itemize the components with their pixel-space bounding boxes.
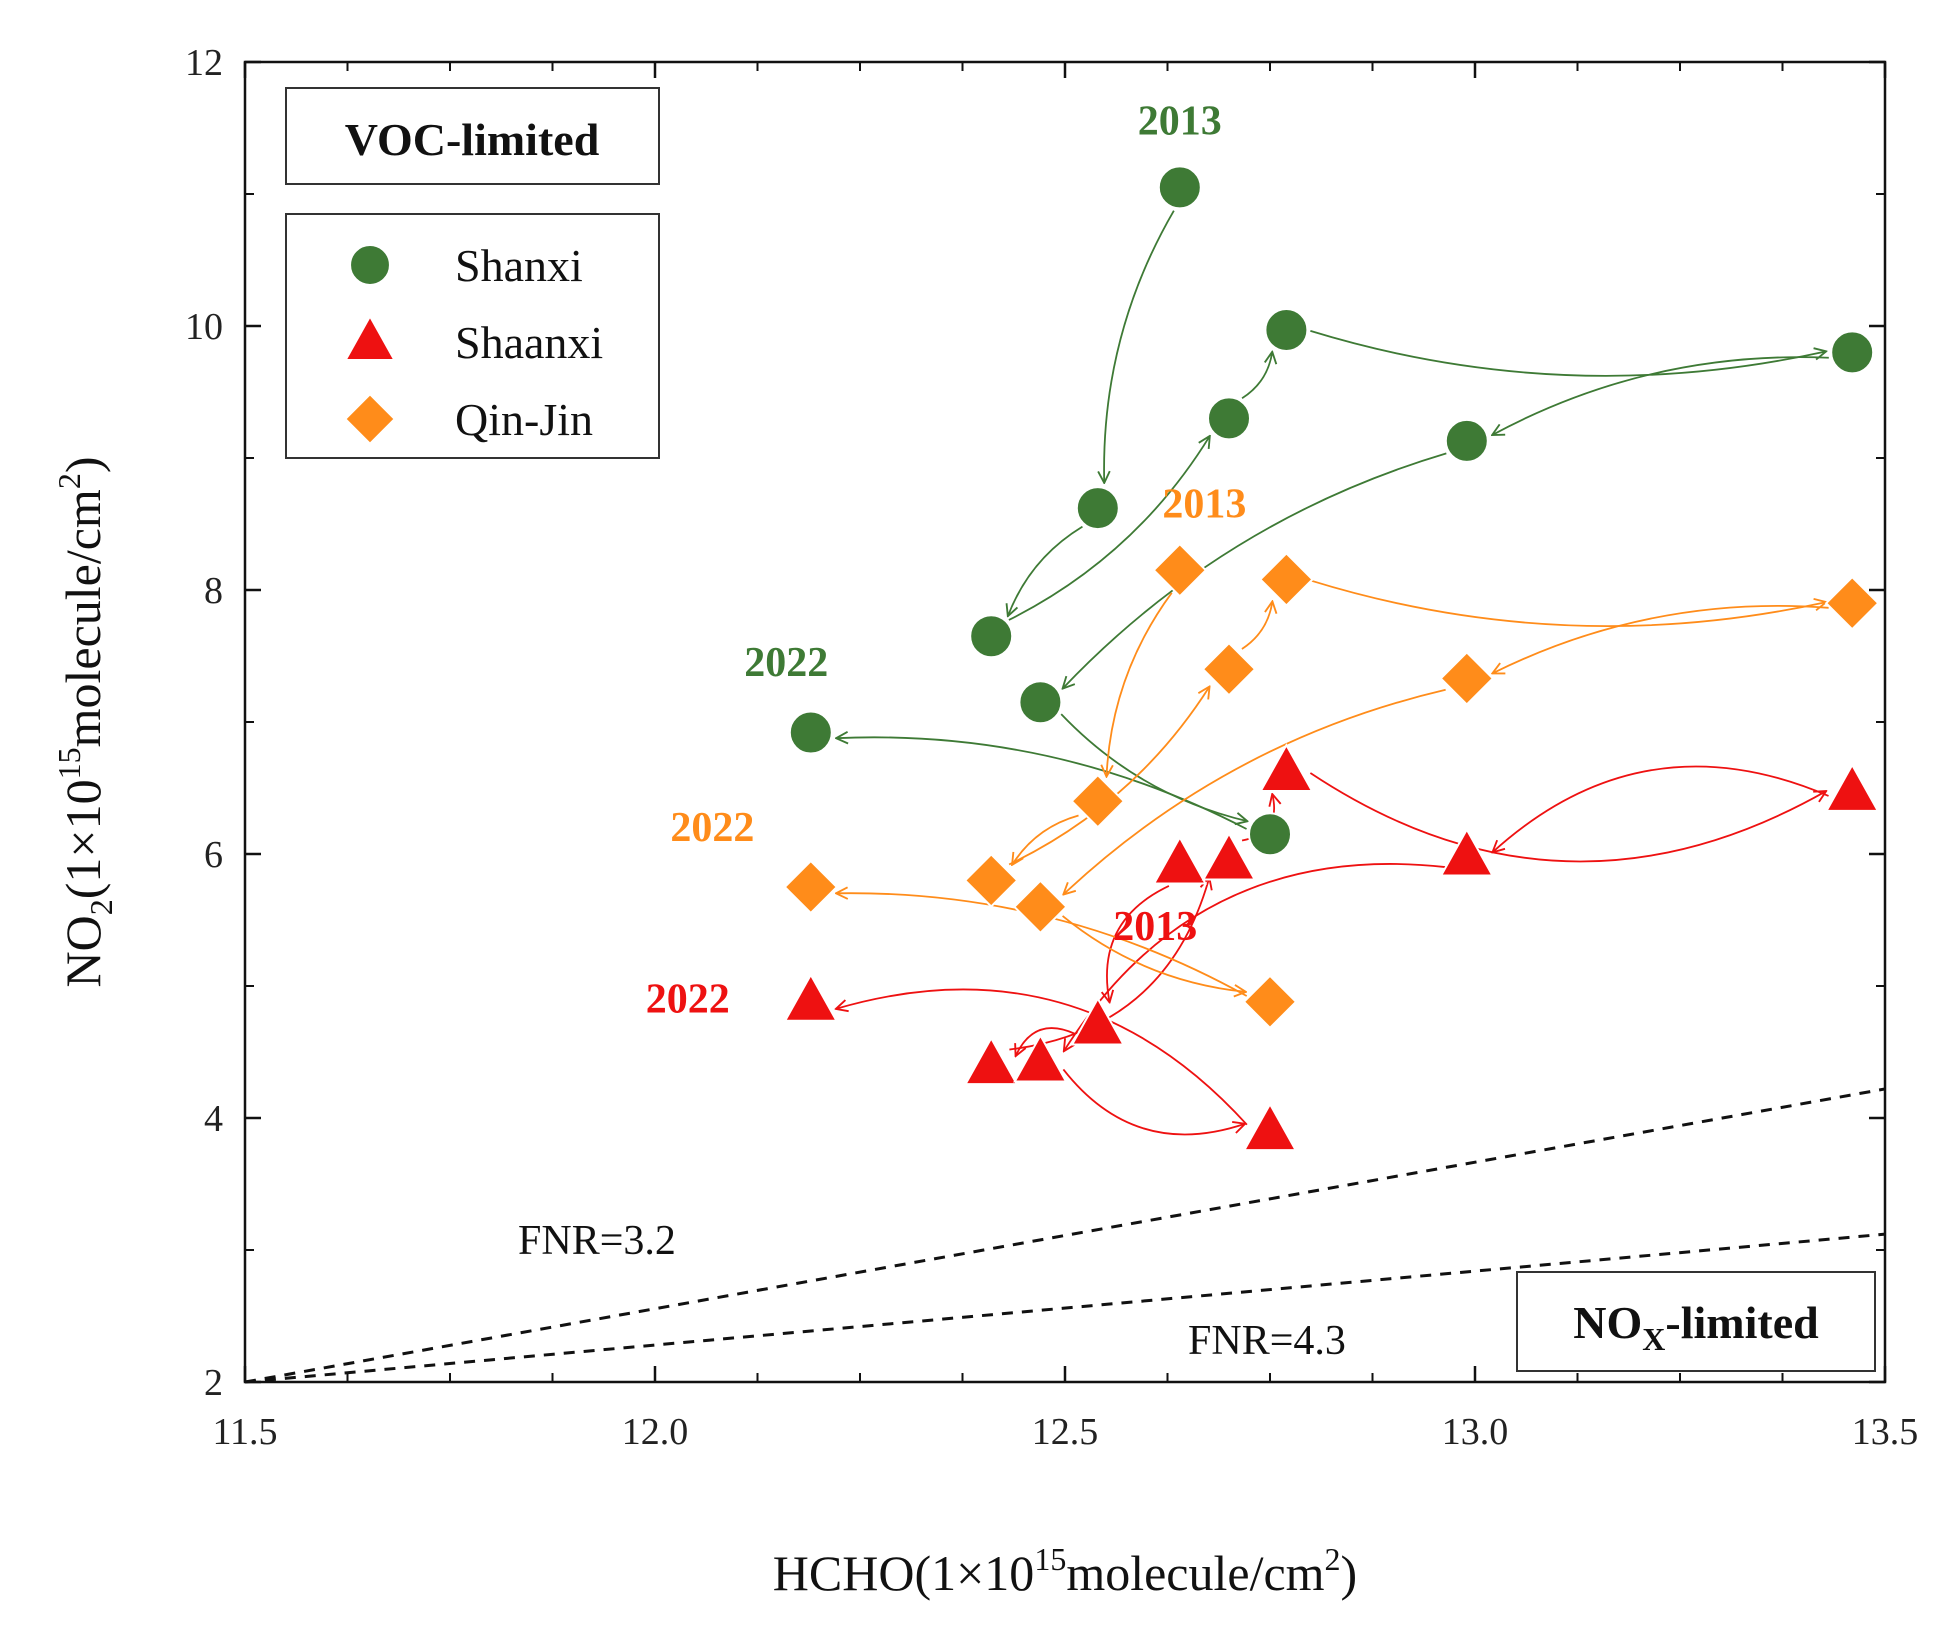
trajectory-arrow [1008,436,1210,621]
fnr-3.2-label: FNR=3.2 [518,1218,676,1264]
shanxi-point [1157,165,1202,210]
year-annotations: 2013 2022 2013 2022 2013 2022 [646,99,1247,1023]
trajectory-arrows [836,210,1829,1136]
qin-jin-point [1258,552,1314,607]
voc-limited-box: VOC-limited [285,87,660,185]
qin-jin-point [1439,651,1495,706]
trajectory-arrow [1012,814,1079,865]
shaanxi-point [1242,1102,1298,1152]
shanxi-point [969,614,1014,659]
y-tick-labels: 2 4 6 8 10 12 [185,42,223,1404]
qin-jin-point [1824,575,1880,631]
legend-shaanxi-marker [343,314,397,361]
shaanxi-point [1152,835,1208,885]
shaanxi-point [1259,743,1314,793]
shanxi-year-2013-label: 2013 [1138,99,1222,145]
y-tick-label: 4 [204,1098,223,1140]
qin-jin-year-2013-label: 2013 [1162,481,1246,527]
shanxi-point [1248,812,1292,857]
trajectory-arrow [1310,579,1826,627]
shanxi-point [1207,396,1251,441]
shanxi-point [1830,330,1875,375]
qin-jin-point [963,852,1019,908]
trajectory-arrow [1063,452,1447,688]
shanxi-point [1075,486,1120,531]
trajectory-arrow [1241,601,1272,650]
qin-jin-year-2022-label: 2022 [670,805,754,851]
trajectory-arrow [1060,713,1247,821]
shaanxi-point [1013,1033,1068,1083]
trajectory-arrow [1492,356,1829,435]
qin-jin-point [1152,542,1208,598]
x-tick-label: 12.0 [622,1411,689,1453]
trajectory-arrow [1492,604,1829,674]
trajectory-arrow [1064,863,1446,1051]
trajectory-arrow [1062,915,1246,992]
trajectory-arrow [1309,772,1826,863]
trajectory-arrow [836,737,1247,830]
trajectory-arrow [1008,686,1209,866]
shanxi-point [788,710,833,755]
x-axis-title: HCHO(1×1015molecule/cm2) [773,1541,1357,1601]
trajectory-arrow [1062,1068,1245,1136]
trajectory-arrow [1241,352,1272,400]
y-tick-label: 10 [185,306,223,348]
nox-limited-label: NOX-limited [1573,1297,1819,1357]
shanxi-point [1018,680,1063,725]
x-tick-label: 12.5 [1032,1411,1099,1453]
legend-shanxi-marker [349,244,391,286]
qin-jin-point [1242,974,1298,1030]
shanxi-year-2022-label: 2022 [744,640,828,686]
qin-jin-point [1070,773,1126,829]
trajectory-arrow [1310,330,1826,377]
legend-qin-jin-label: Qin-Jin [455,394,593,445]
shaanxi-point [783,972,839,1022]
qin-jin-point [783,859,839,915]
shaanxi-point [1070,996,1126,1046]
shaanxi-point [1439,827,1495,877]
fnr-reference-lines [244,1087,1886,1384]
shanxi-point [1444,418,1489,463]
fnr-line [244,1232,1886,1384]
x-tick-label: 13.5 [1852,1411,1919,1453]
y-axis-title: NO2(1×1015molecule/cm2) [51,457,119,988]
x-tick-labels: 11.5 12.0 12.5 13.0 13.5 [212,1411,1918,1453]
legend-shaanxi-label: Shaanxi [455,317,603,368]
fnr-4.3-label: FNR=4.3 [1188,1318,1346,1364]
shaanxi-point [1201,831,1257,881]
trajectory-arrow [1063,688,1446,895]
x-tick-label: 13.0 [1442,1411,1509,1453]
fnr-line [244,1087,1886,1384]
nox-limited-box: NOX-limited [1516,1271,1876,1372]
y-tick-label: 2 [204,1362,223,1404]
shanxi-point [1264,307,1309,352]
legend: Shanxi Shaanxi Qin-Jin [285,213,660,459]
trajectory-arrow [836,988,1248,1126]
shaanxi-year-2013-label: 2013 [1113,904,1197,950]
y-tick-label: 12 [185,42,223,84]
x-tick-label: 11.5 [212,1411,277,1453]
qin-jin-point [1012,879,1068,935]
axis-ticks [243,60,1887,1384]
y-tick-label: 6 [204,834,223,876]
trajectory-arrow [1104,210,1175,483]
trajectory-arrow [1107,885,1170,1002]
trajectory-arrow [1492,765,1829,852]
shaanxi-point [963,1036,1019,1086]
trajectory-arrow [1008,525,1083,617]
voc-limited-label: VOC-limited [345,114,600,165]
shaanxi-point [1824,762,1880,812]
data-points [783,165,1880,1152]
shaanxi-year-2022-label: 2022 [646,976,730,1022]
trajectory-arrow [1106,592,1173,777]
legend-qin-jin-marker [343,392,397,446]
legend-shanxi-label: Shanxi [455,240,583,291]
y-tick-label: 8 [204,570,223,612]
qin-jin-point [1201,641,1257,697]
